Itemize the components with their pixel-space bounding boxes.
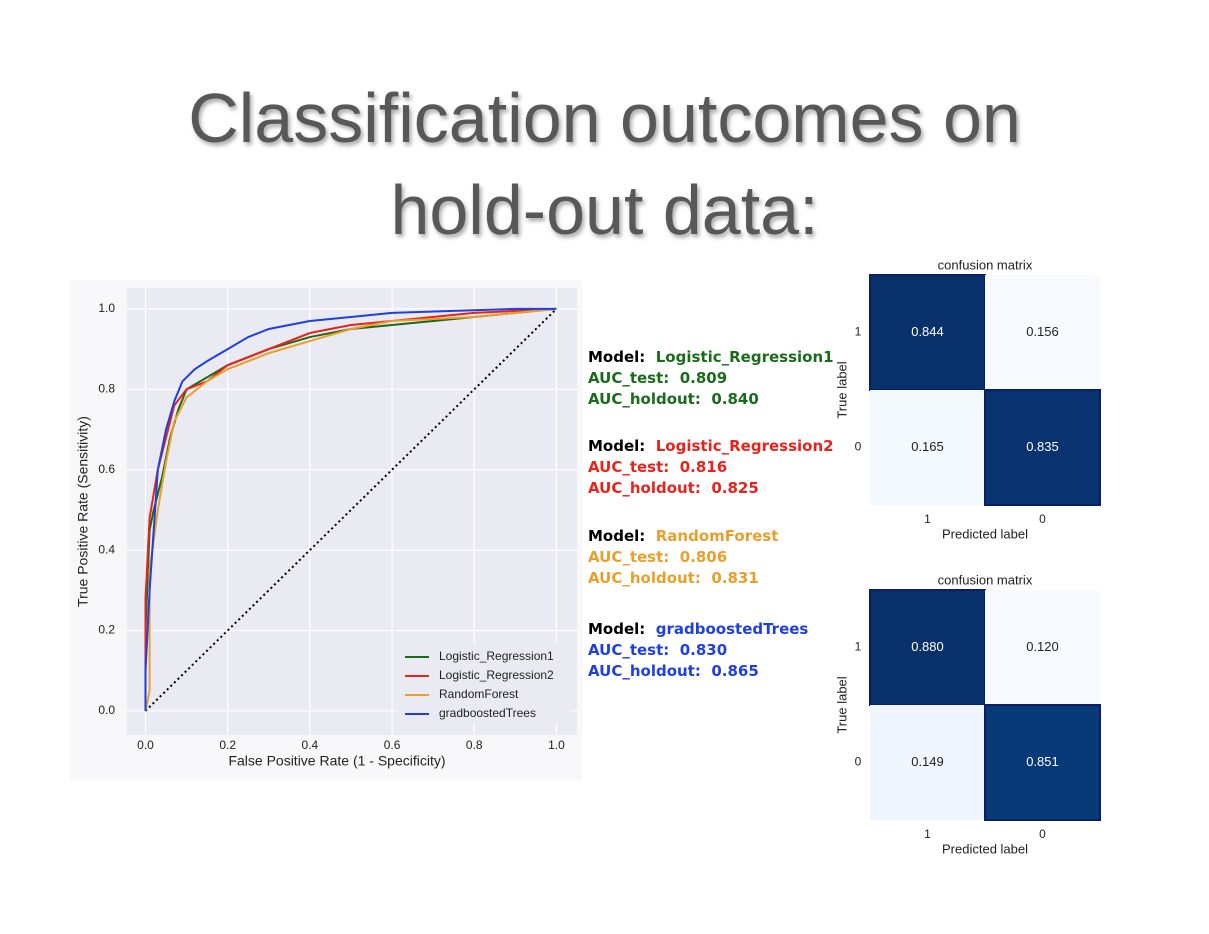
cell-label: 0.149 bbox=[911, 754, 944, 769]
model-line: AUC_test: 0.830 bbox=[588, 640, 808, 661]
model-text: 0.840 bbox=[711, 390, 759, 408]
heatmap-cell bbox=[984, 704, 1101, 821]
model-text: Model: bbox=[588, 348, 646, 366]
model-text: 0.806 bbox=[679, 548, 728, 566]
model-line: AUC_holdout: 0.831 bbox=[588, 568, 778, 589]
chance-line bbox=[144, 308, 558, 712]
title-box: Classification outcomes on hold-out data… bbox=[0, 72, 1209, 256]
heatmap-cell bbox=[985, 275, 1100, 390]
x-tick-label: 0.2 bbox=[219, 738, 236, 752]
y-tick-label: 0.6 bbox=[98, 462, 115, 476]
x-axis-label: Predicted label bbox=[942, 526, 1028, 541]
heatmap-cell bbox=[984, 389, 1101, 506]
x-tick-label: 1 bbox=[924, 512, 931, 526]
model-text: AUC_test: bbox=[588, 548, 670, 566]
y-axis-label: True Positive Rate (Sensitivity) bbox=[75, 416, 91, 607]
model-line: Model: gradboostedTrees bbox=[588, 619, 808, 640]
y-tick-label: 0 bbox=[855, 440, 862, 454]
model-text: Logistic_Regression2 bbox=[655, 437, 834, 455]
y-tick-label: 1.0 bbox=[98, 301, 115, 315]
heatmap-title: confusion matrix bbox=[938, 257, 1033, 272]
model-line: AUC_holdout: 0.840 bbox=[588, 389, 834, 410]
y-tick-label: 0.4 bbox=[98, 542, 115, 556]
model-block: Model: RandomForest AUC_test: 0.806 AUC_ho… bbox=[588, 526, 778, 589]
model-text: Model: bbox=[588, 527, 646, 545]
x-tick-label: 0.4 bbox=[302, 738, 319, 752]
model-block: Model: gradboostedTrees AUC_test: 0.830 AU… bbox=[588, 619, 808, 682]
model-line: Model: Logistic_Regression2 bbox=[588, 436, 834, 457]
y-tick-label: 1 bbox=[855, 640, 862, 654]
model-text: AUC_test: bbox=[588, 458, 670, 476]
model-line: AUC_test: 0.809 bbox=[588, 368, 834, 389]
y-tick-label: 0.2 bbox=[98, 623, 115, 637]
roc-line bbox=[144, 307, 557, 711]
y-tick-label: 0.8 bbox=[98, 381, 115, 395]
x-tick-label: 0 bbox=[1039, 512, 1046, 526]
model-text: 0.825 bbox=[711, 479, 759, 497]
x-tick-label: 1.0 bbox=[548, 738, 565, 752]
y-axis-label: True label bbox=[834, 361, 849, 418]
legend-box bbox=[397, 643, 569, 723]
cell-label: 0.165 bbox=[911, 439, 944, 454]
model-text: 0.809 bbox=[679, 369, 728, 387]
heatmap-cell bbox=[869, 274, 986, 391]
legend-label: gradboostedTrees bbox=[439, 706, 536, 720]
model-line: AUC_test: 0.806 bbox=[588, 547, 778, 568]
model-text: 0.831 bbox=[711, 569, 759, 587]
x-tick-label: 0 bbox=[1039, 827, 1046, 841]
model-text: 0.816 bbox=[679, 458, 728, 476]
model-line: AUC_holdout: 0.825 bbox=[588, 478, 834, 499]
x-tick-label: 1 bbox=[924, 827, 931, 841]
heatmap-title: confusion matrix bbox=[938, 572, 1033, 587]
legend-label: RandomForest bbox=[439, 687, 519, 701]
model-line: Model: RandomForest bbox=[588, 526, 778, 547]
x-axis-label: Predicted label bbox=[942, 841, 1028, 856]
model-block: Model: Logistic_Regression2 AUC_test: 0.8… bbox=[588, 436, 834, 499]
y-tick-label: 0 bbox=[855, 755, 862, 769]
model-text: AUC_test: bbox=[588, 369, 670, 387]
model-text: Model: bbox=[588, 620, 646, 638]
model-text: AUC_test: bbox=[588, 641, 670, 659]
x-axis-label: False Positive Rate (1 - Specificity) bbox=[228, 753, 445, 769]
x-tick-label: 0.0 bbox=[137, 738, 154, 752]
model-line: AUC_test: 0.816 bbox=[588, 457, 834, 478]
model-text: 0.865 bbox=[711, 662, 759, 680]
model-text: AUC_holdout: bbox=[588, 569, 701, 587]
cell-label: 0.851 bbox=[1026, 754, 1059, 769]
heatmap-cell bbox=[869, 589, 986, 706]
cell-label: 0.156 bbox=[1026, 324, 1059, 339]
model-block: Model: Logistic_Regression1 AUC_test: 0.8… bbox=[588, 347, 834, 410]
legend-label: Logistic_Regression2 bbox=[439, 668, 554, 682]
cell-label: 0.880 bbox=[911, 639, 944, 654]
y-tick-label: 0.0 bbox=[98, 703, 115, 717]
x-tick-label: 0.6 bbox=[384, 738, 401, 752]
cell-label: 0.844 bbox=[911, 324, 944, 339]
y-axis-label: True label bbox=[834, 676, 849, 733]
model-text: AUC_holdout: bbox=[588, 390, 701, 408]
y-tick-label: 1 bbox=[855, 325, 862, 339]
heatmap-cell bbox=[870, 705, 985, 820]
model-line: Model: Logistic_Regression1 bbox=[588, 347, 834, 368]
model-text: 0.830 bbox=[679, 641, 728, 659]
model-text: Logistic_Regression1 bbox=[655, 348, 834, 366]
model-text: RandomForest bbox=[655, 527, 779, 545]
heatmap-cell bbox=[985, 590, 1100, 705]
slide-title: Classification outcomes on hold-out data… bbox=[188, 79, 1021, 249]
legend-label: Logistic_Regression1 bbox=[439, 649, 554, 663]
heatmap-cell bbox=[870, 390, 985, 505]
model-text: Model: bbox=[588, 437, 646, 455]
x-tick-label: 0.8 bbox=[466, 738, 483, 752]
cell-label: 0.120 bbox=[1026, 639, 1059, 654]
cell-label: 0.835 bbox=[1026, 439, 1059, 454]
model-text: AUC_holdout: bbox=[588, 479, 701, 497]
roc-line bbox=[144, 307, 557, 711]
model-text: gradboostedTrees bbox=[655, 620, 809, 638]
model-text: AUC_holdout: bbox=[588, 662, 701, 680]
model-line: AUC_holdout: 0.865 bbox=[588, 661, 808, 682]
